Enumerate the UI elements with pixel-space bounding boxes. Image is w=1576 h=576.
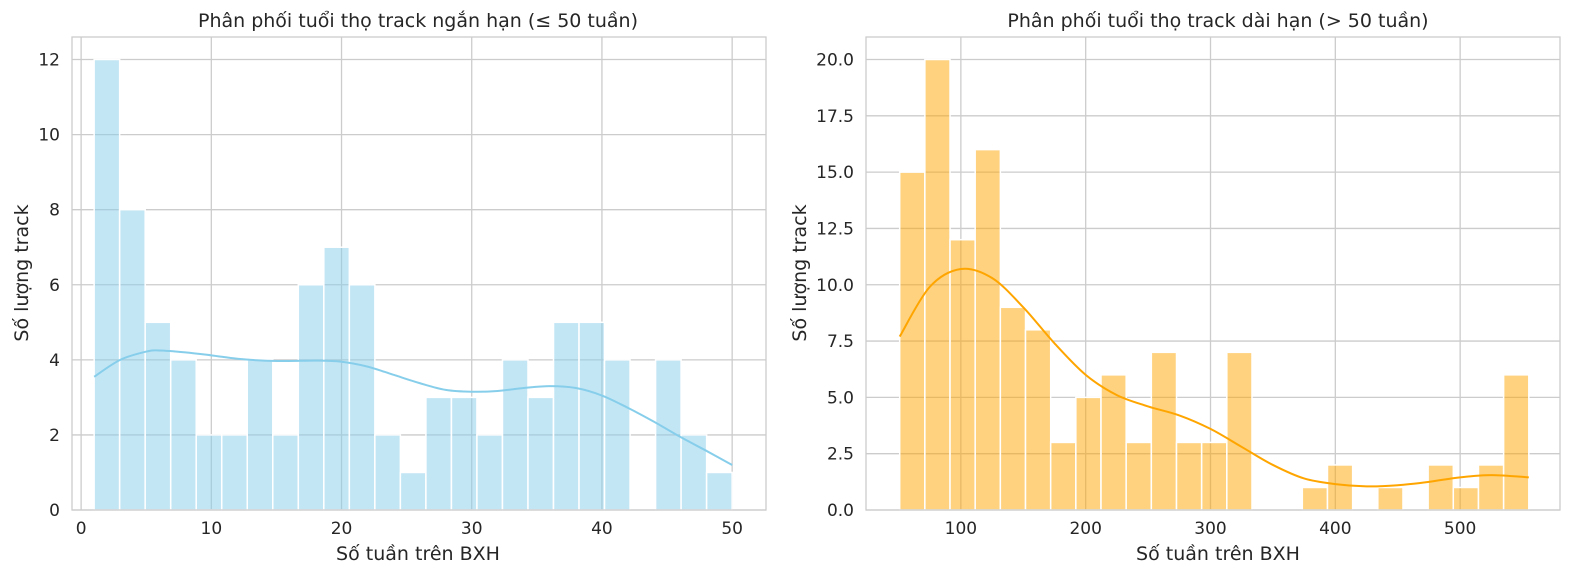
x-axis-label: Số tuần trên BXH <box>336 543 500 565</box>
histogram-bar <box>999 306 1027 511</box>
x-tick-label: 400 <box>1319 519 1351 539</box>
histogram-bar <box>425 396 453 511</box>
y-tick-label: 15.0 <box>816 163 854 183</box>
histogram-bar <box>1125 441 1153 511</box>
y-tick-label: 0 <box>49 501 60 521</box>
kde-line <box>898 267 1529 488</box>
long-term-histogram-panel: 100 200 300 400 500 0.0 2.5 5.0 7.5 10.0 12.5 15.0 1… <box>789 10 1561 565</box>
histogram-bar <box>1049 441 1077 511</box>
histogram-bar <box>501 359 529 511</box>
histogram-bar <box>924 58 951 511</box>
axes-frame <box>71 36 767 511</box>
x-tick-label: 100 <box>945 519 977 539</box>
histogram-bar <box>323 246 351 511</box>
histogram-bar <box>1477 464 1505 511</box>
histogram-bar <box>476 434 504 511</box>
histogram-bar <box>1502 374 1530 511</box>
histogram-bar <box>374 434 402 511</box>
histogram-bar <box>1301 486 1329 511</box>
x-tick-label: 20 <box>331 519 353 539</box>
histogram-bar <box>1427 464 1455 511</box>
histogram-bar <box>297 284 325 511</box>
histogram-bar <box>1075 396 1102 511</box>
histogram-bar <box>1377 486 1404 511</box>
x-tick-label: 300 <box>1194 519 1226 539</box>
histogram-bar <box>603 359 631 511</box>
y-tick-label: 2 <box>49 426 60 446</box>
x-tick-label: 30 <box>461 519 483 539</box>
histogram-bar <box>450 396 478 511</box>
y-axis-label: Số lượng track <box>789 204 811 341</box>
histogram-bar <box>399 471 427 511</box>
histogram-bar <box>195 434 223 511</box>
histogram-bar <box>705 471 733 511</box>
histogram-bar <box>527 396 555 511</box>
y-axis-label: Số lượng track <box>11 204 33 341</box>
y-tick-label: 8 <box>49 201 60 221</box>
histogram-bar <box>949 238 976 511</box>
histogram-bar <box>680 434 708 511</box>
y-tick-label: 17.5 <box>816 107 854 127</box>
histogram-bar <box>1326 464 1354 511</box>
histogram-bar <box>246 359 274 511</box>
histogram-bar <box>1024 329 1052 511</box>
short-term-histogram-panel: 0 10 20 30 40 50 0 2 4 6 8 10 12 Phân phối tuổi thọ … <box>11 9 767 565</box>
y-tick-label: 20.0 <box>816 51 854 71</box>
y-tick-label: 5.0 <box>827 388 854 408</box>
x-tick-label: 10 <box>201 519 223 539</box>
y-tick-label: 4 <box>49 351 60 371</box>
histogram-bar <box>169 359 197 511</box>
y-tick-label: 12 <box>38 51 60 71</box>
y-tick-label: 12.5 <box>816 219 854 239</box>
x-tick-label: 0 <box>76 519 87 539</box>
histogram-bar <box>1175 441 1203 511</box>
histogram-bar <box>898 171 926 511</box>
chart-title: Phân phối tuổi thọ track ngắn hạn (≤ 50 … <box>198 9 638 32</box>
histogram-bar <box>1100 374 1127 511</box>
histogram-bar <box>1200 441 1228 511</box>
histogram-bar <box>974 148 1002 511</box>
histogram-bar <box>118 208 146 511</box>
y-tick-label: 7.5 <box>827 332 854 352</box>
x-tick-label: 50 <box>721 519 743 539</box>
y-tick-label: 10.0 <box>816 276 854 296</box>
y-tick-label: 0.0 <box>827 501 854 521</box>
histogram-bar <box>1226 351 1253 511</box>
histogram-bar <box>220 434 249 511</box>
histogram-bar <box>1150 351 1178 511</box>
x-axis-label: Số tuần trên BXH <box>1136 543 1300 565</box>
histogram-bar <box>272 434 300 511</box>
chart-title: Phân phối tuổi thọ track dài hạn (> 50 t… <box>1007 10 1428 32</box>
x-tick-label: 500 <box>1444 519 1476 539</box>
x-tick-label: 40 <box>591 519 613 539</box>
axes-frame <box>865 36 1561 511</box>
y-tick-label: 6 <box>49 276 60 296</box>
histogram-bar <box>552 321 580 511</box>
histogram-bar <box>348 284 376 511</box>
y-tick-label: 2.5 <box>827 445 854 465</box>
histogram-bar <box>93 58 121 511</box>
histogram-bar <box>1452 486 1480 511</box>
y-tick-label: 10 <box>38 126 60 146</box>
histogram-bar <box>578 321 606 511</box>
kde-line <box>93 349 733 466</box>
x-tick-label: 200 <box>1069 519 1101 539</box>
